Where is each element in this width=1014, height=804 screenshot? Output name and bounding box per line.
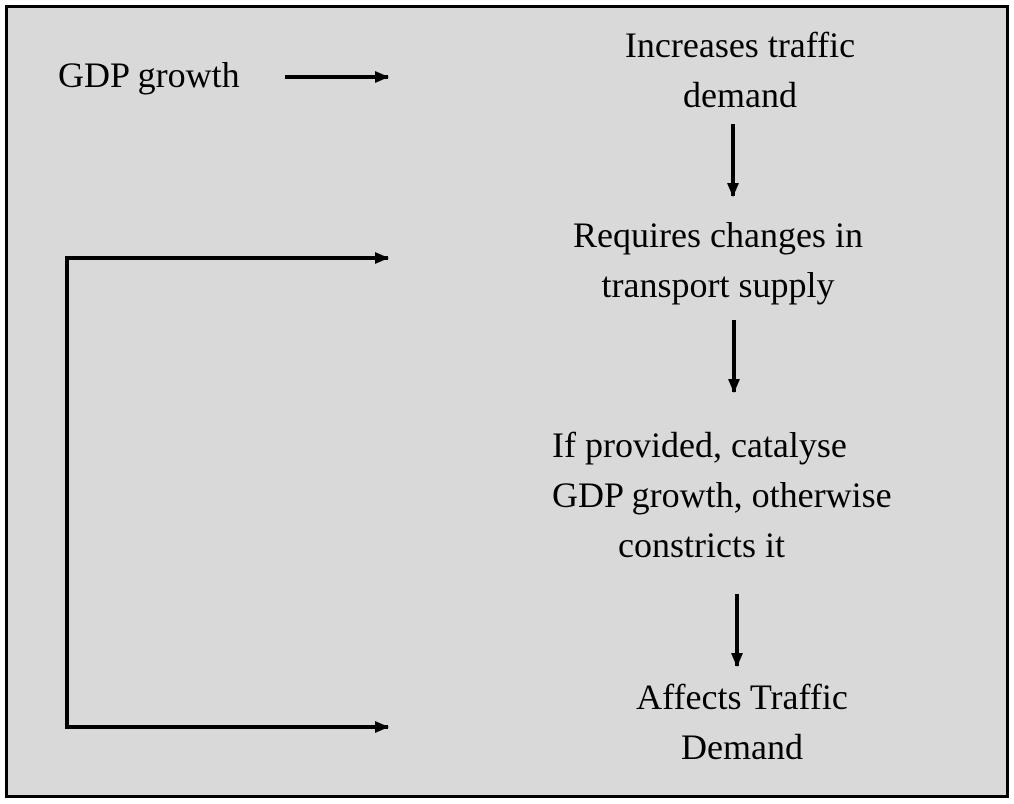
node-affects-traffic-demand-line-2: Demand <box>681 727 803 767</box>
node-if-provided: If provided, catalyse GDP growth, otherw… <box>552 420 992 570</box>
node-gdp-growth: GDP growth <box>58 50 240 100</box>
node-affects-traffic-demand-line-1: Affects Traffic <box>636 677 848 717</box>
node-increases-traffic-demand: Increases traffic demand <box>560 20 920 120</box>
node-requires-changes-line-1: Requires changes in <box>573 215 863 255</box>
node-increases-traffic-demand-line-1: Increases traffic <box>624 25 856 65</box>
node-if-provided-line-2: GDP growth, otherwise <box>552 475 892 515</box>
node-requires-changes: Requires changes in transport supply <box>518 210 918 310</box>
node-gdp-growth-line-1: GDP growth <box>58 55 240 95</box>
node-if-provided-line-3: constricts it <box>618 525 785 565</box>
diagram-frame <box>5 5 1009 798</box>
node-affects-traffic-demand: Affects Traffic Demand <box>572 672 912 772</box>
node-requires-changes-line-2: transport supply <box>601 265 835 305</box>
node-if-provided-line-1: If provided, catalyse <box>552 425 847 465</box>
node-increases-traffic-demand-line-2: demand <box>683 75 797 115</box>
